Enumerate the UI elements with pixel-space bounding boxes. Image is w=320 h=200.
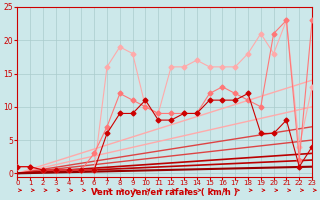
X-axis label: Vent moyen/en rafales ( km/h ): Vent moyen/en rafales ( km/h )	[92, 188, 238, 197]
